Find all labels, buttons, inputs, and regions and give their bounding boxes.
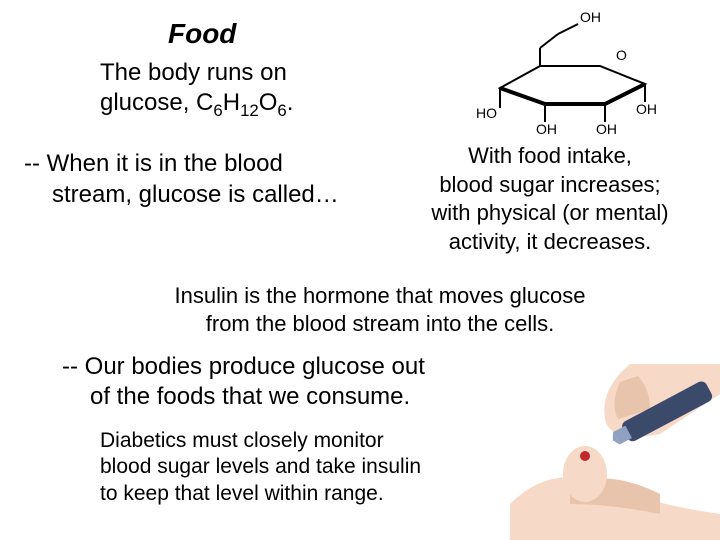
diabetics-line2: blood sugar levels and take insulin — [100, 454, 480, 480]
molecule-oh-bot2: OH — [596, 121, 617, 136]
molecule-oh-right: OH — [636, 101, 657, 117]
formula-end: . — [287, 89, 294, 116]
insulin-text: Insulin is the hormone that moves glucos… — [130, 282, 630, 337]
diabetics-line3: to keep that level within range. — [100, 481, 480, 507]
foodintake-line2: blood sugar increases; — [400, 171, 700, 200]
intro-line1: The body runs on — [100, 58, 293, 88]
insulin-line1: Insulin is the hormone that moves glucos… — [130, 282, 630, 310]
formula-sub2: 12 — [240, 101, 259, 120]
formula-sub3: 6 — [277, 101, 286, 120]
formula-mid1: H — [223, 89, 240, 116]
diabetics-text: Diabetics must closely monitor blood sug… — [100, 428, 480, 507]
formula-pre: glucose, C — [100, 89, 213, 116]
glucose-test-icon — [510, 364, 720, 540]
foodintake-line1: With food intake, — [400, 142, 700, 171]
glucose-molecule-icon: OH O HO OH OH OH — [440, 6, 690, 136]
page-title: Food — [168, 18, 236, 50]
foodintake-line4: activity, it decreases. — [400, 228, 700, 257]
ourbodies-line2: of the foods that we consume. — [62, 382, 502, 412]
foodintake-line3: with physical (or mental) — [400, 199, 700, 228]
formula-sub1: 6 — [213, 101, 222, 120]
formula-mid2: O — [259, 89, 278, 116]
ourbodies-text: -- Our bodies produce glucose out of the… — [62, 352, 502, 412]
insulin-line2: from the blood stream into the cells. — [130, 310, 630, 338]
bloodstream-text: -- When it is in the blood stream, gluco… — [24, 148, 384, 210]
foodintake-text: With food intake, blood sugar increases;… — [400, 142, 700, 256]
ourbodies-line1: -- Our bodies produce glucose out — [62, 352, 502, 382]
diabetics-line1: Diabetics must closely monitor — [100, 428, 480, 454]
bloodstream-line1: -- When it is in the blood — [24, 148, 384, 179]
molecule-ho-left: HO — [476, 105, 497, 121]
bloodstream-line2: stream, glucose is called… — [24, 179, 384, 210]
molecule-oh-bot1: OH — [536, 121, 557, 136]
intro-text: The body runs on glucose, C6H12O6. — [100, 58, 293, 122]
intro-line2: glucose, C6H12O6. — [100, 88, 293, 122]
molecule-oh-top: OH — [580, 9, 601, 25]
molecule-o-ring: O — [616, 47, 627, 63]
